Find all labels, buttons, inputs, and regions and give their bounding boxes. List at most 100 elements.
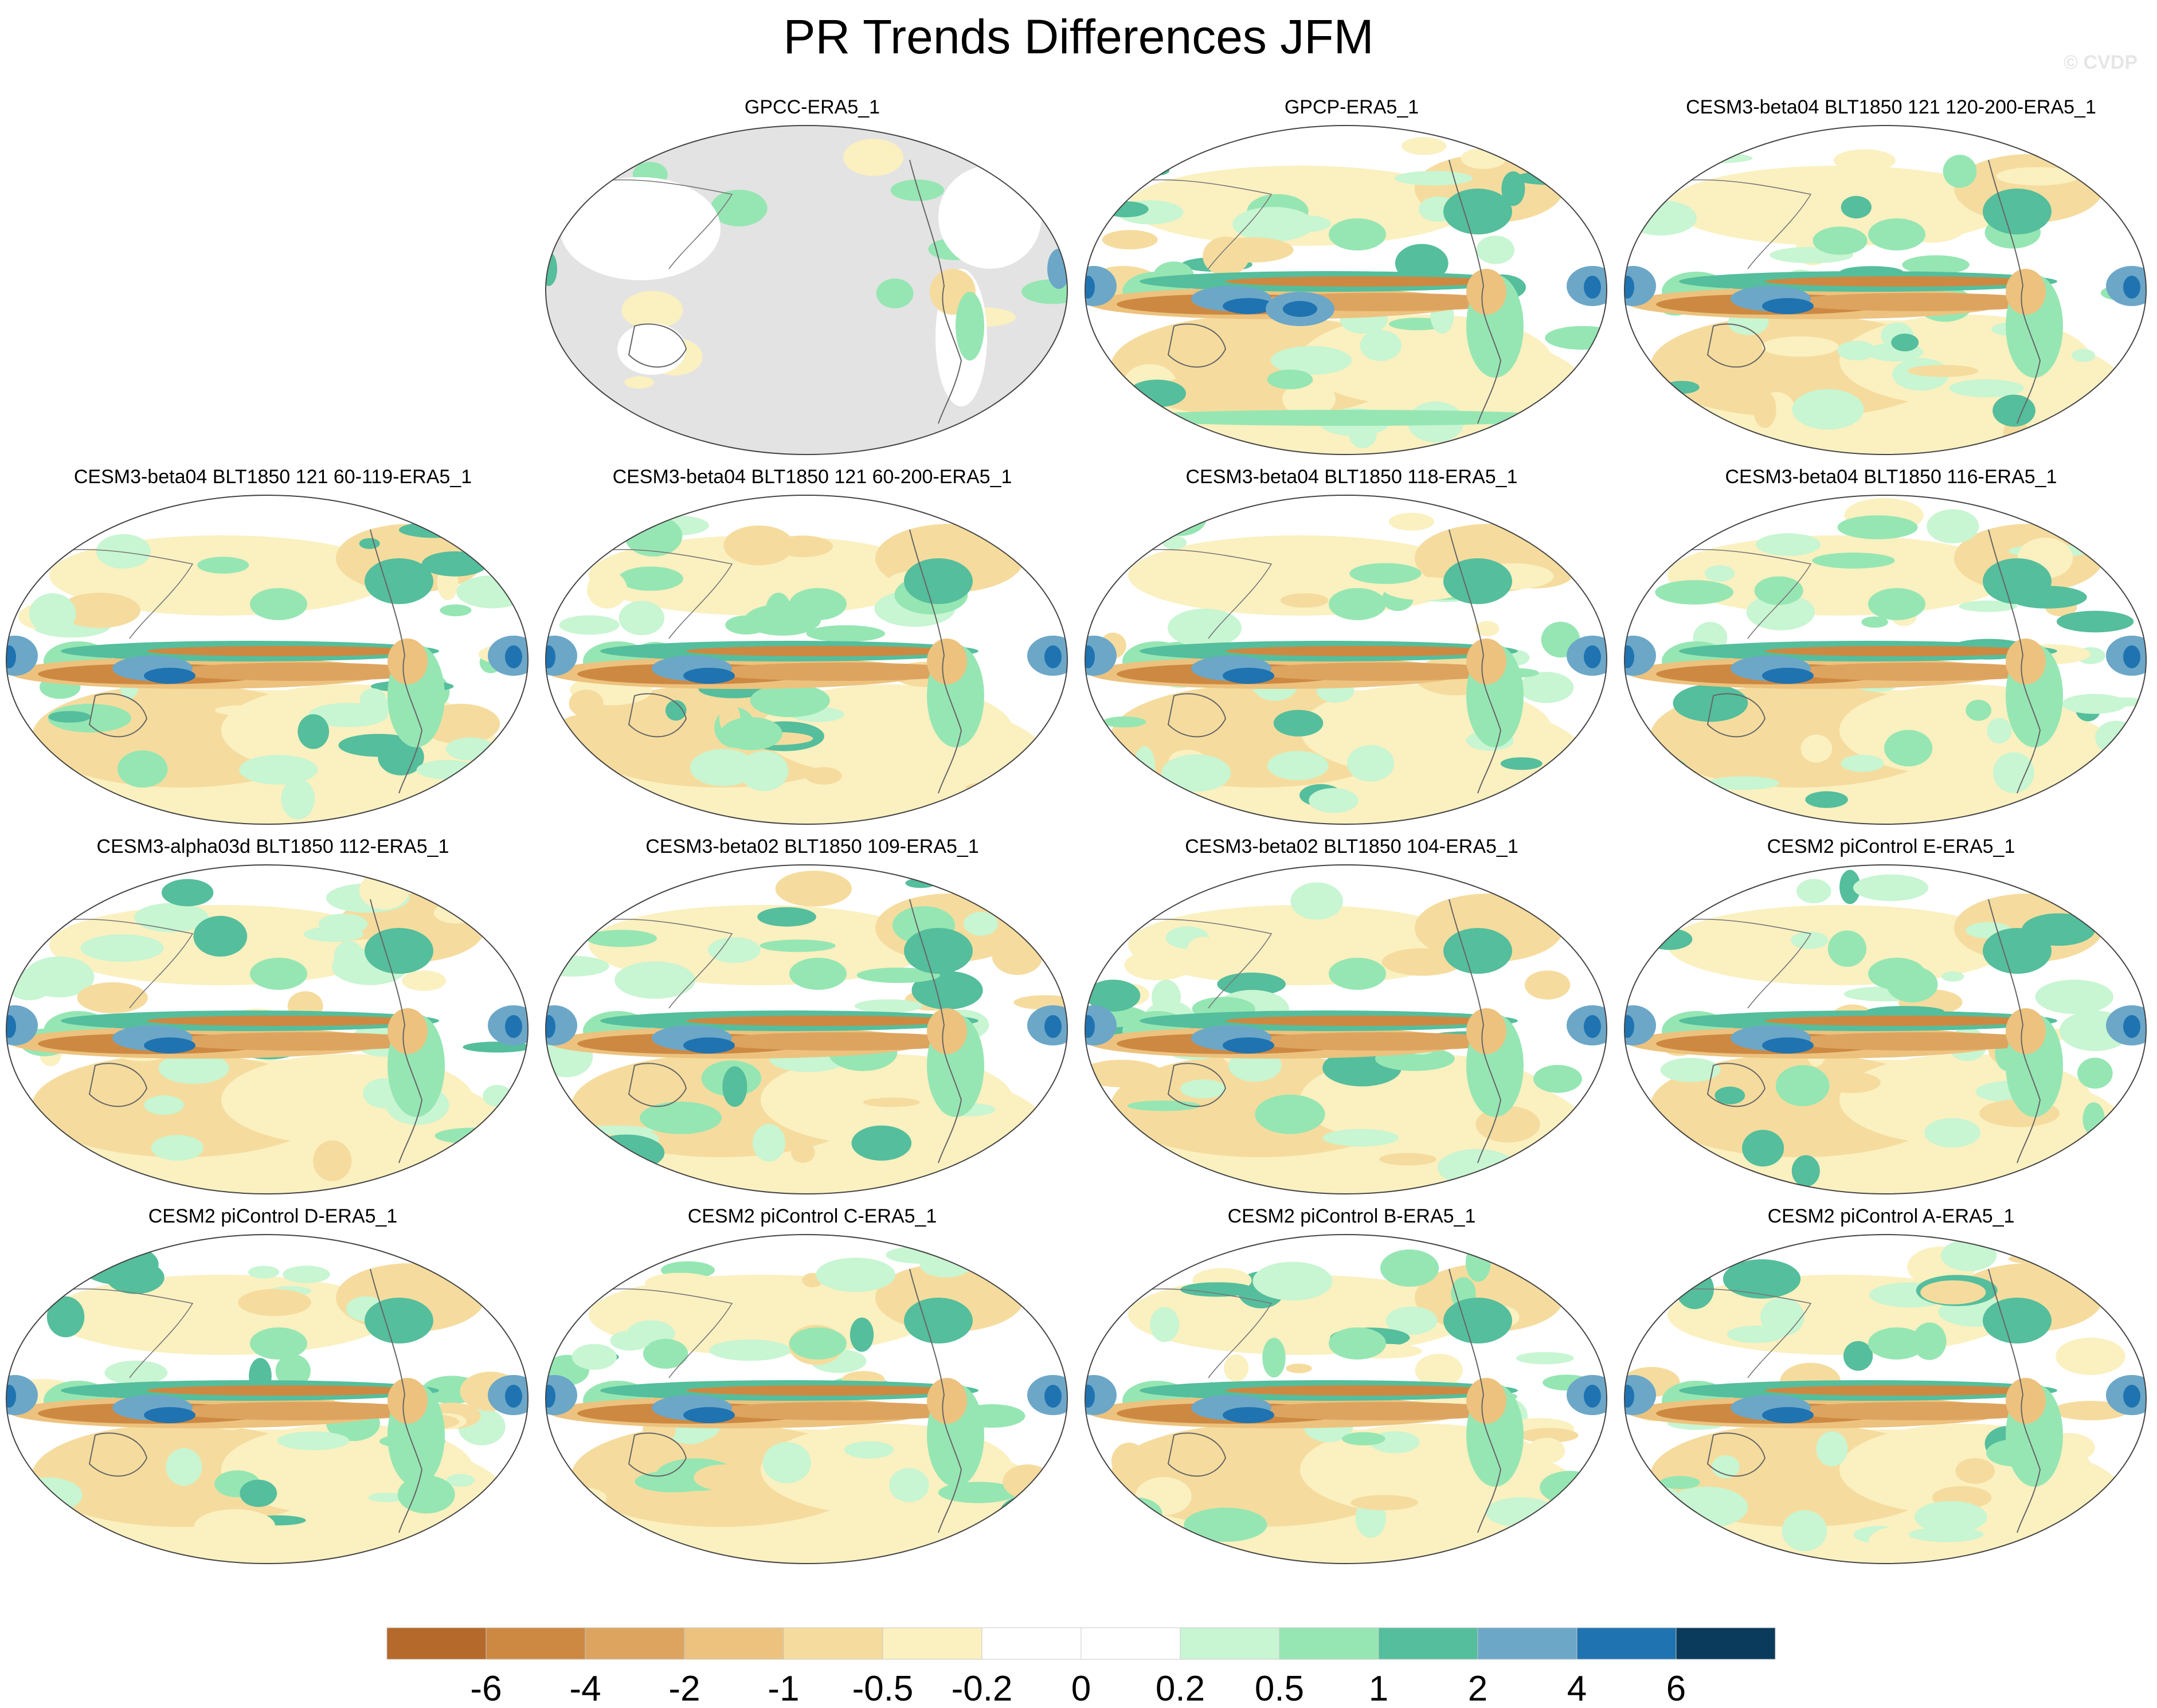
trend-patch — [618, 566, 683, 591]
atlantic-wet-patch — [1085, 1015, 1095, 1038]
trend-patch — [1019, 1272, 1067, 1299]
north-atlantic-patch — [365, 1298, 433, 1343]
north-atlantic-patch — [1443, 558, 1512, 604]
trend-patch — [1754, 576, 1803, 605]
trend-patch — [1379, 1153, 1436, 1166]
amazon-dry-patch — [2006, 1008, 2046, 1054]
colorbar-box — [1378, 1627, 1478, 1660]
equatorial-dry-band — [170, 1402, 433, 1420]
map-border — [545, 1234, 1068, 1564]
maritime-continent-wet — [1223, 1037, 1274, 1053]
maritime-continent-wet — [144, 1037, 195, 1053]
trend-patch — [962, 519, 992, 531]
trend-patch — [2091, 1162, 2117, 1173]
colorbar-tick-label: -0.2 — [952, 1669, 1013, 1708]
panel-title: CESM2 piControl C-ERA5_1 — [687, 1205, 937, 1227]
coastline — [909, 899, 962, 1164]
trend-patch — [1018, 526, 1059, 567]
trend-patch — [1290, 882, 1343, 920]
trend-patch — [1223, 1354, 1249, 1382]
amazon-dry-patch — [1466, 638, 1506, 684]
atlantic-wet-patch — [505, 1385, 522, 1408]
trend-patch — [1891, 334, 1919, 351]
north-atlantic-patch — [1443, 928, 1512, 974]
trend-patch — [1152, 980, 1181, 1016]
trend-patch — [1485, 1497, 1557, 1527]
trend-patch — [1280, 593, 1329, 608]
trend-patch — [1796, 879, 1831, 903]
trend-patch — [2094, 1128, 2132, 1147]
trend-patch — [859, 689, 892, 703]
trend-patch — [239, 755, 318, 785]
trend-patch — [194, 1509, 276, 1543]
trend-patch — [1655, 580, 1734, 605]
trend-patch — [1571, 1123, 1600, 1147]
maritime-continent-wet — [144, 1407, 195, 1423]
trend-patch — [1267, 751, 1329, 781]
map-panel: CESM3-beta04 BLT1850 116-ERA5_1 — [1622, 464, 2157, 831]
trend-patch — [338, 734, 419, 757]
coastline — [628, 323, 687, 368]
maritime-continent-wet — [1223, 1407, 1274, 1423]
trend-patch — [275, 1354, 311, 1388]
trend-patch — [851, 1125, 912, 1161]
atlantic-wet-patch — [2123, 645, 2140, 668]
panel-title: CESM3-beta04 BLT1850 118-ERA5_1 — [1185, 466, 1518, 488]
coastline — [909, 159, 962, 424]
trend-patch — [1761, 336, 1839, 357]
trend-patch — [775, 871, 852, 907]
equatorial-dry-band — [1248, 1402, 1512, 1420]
atlantic-wet-patch — [1044, 1385, 1062, 1408]
trend-patch — [1000, 1494, 1067, 1530]
north-pacific-patch — [789, 958, 847, 990]
trend-patch — [1747, 216, 1788, 236]
trend-patch — [1476, 236, 1515, 264]
colorbar-box — [981, 1627, 1082, 1660]
panel-title: CESM3-beta04 BLT1850 121 120-200-ERA5_1 — [1686, 96, 2096, 118]
trend-patch — [144, 1095, 184, 1115]
map-border — [1085, 495, 1607, 825]
trend-patch — [992, 936, 1043, 976]
trend-patch — [2059, 511, 2119, 524]
trend-patch — [456, 575, 528, 609]
coastline — [370, 899, 423, 1164]
trend-patch — [2053, 1401, 2129, 1421]
coastline — [88, 1432, 148, 1477]
trend-patch — [911, 971, 983, 1010]
trend-patch — [1159, 710, 1232, 742]
panel-title: CESM2 piControl E-ERA5_1 — [1767, 836, 2015, 857]
trend-patch — [1150, 1307, 1180, 1342]
equatorial-dry-band — [709, 1032, 973, 1051]
trend-patch — [440, 604, 472, 617]
trend-patch — [1647, 1258, 1675, 1290]
trend-patch — [297, 714, 330, 749]
map-field — [6, 495, 529, 825]
amazon-dry-patch — [2006, 638, 2046, 684]
trend-patch — [1528, 1437, 1565, 1464]
trend-patch — [561, 713, 627, 734]
coastline — [1449, 899, 1502, 1164]
map-border — [1085, 1234, 1607, 1564]
north-atlantic-patch — [1983, 1298, 2052, 1343]
map-panel: CESM3-beta02 BLT1850 109-ERA5_1 — [543, 834, 1082, 1201]
itcz-dry-band — [1765, 1385, 2040, 1396]
map-border — [1624, 495, 2147, 825]
trend-patch — [283, 1266, 330, 1283]
trend-patch — [1833, 149, 1896, 172]
trend-patch — [1360, 330, 1402, 361]
maritime-continent-wet — [1223, 298, 1274, 314]
trend-patch — [1924, 1118, 1980, 1148]
atlantic-wet-patch — [546, 1015, 555, 1038]
trend-patch — [1753, 390, 1776, 428]
colorbar-box — [684, 1627, 784, 1660]
trend-patch — [1135, 1477, 1192, 1515]
trend-patch — [546, 1239, 614, 1267]
trend-patch — [645, 1272, 716, 1294]
trend-patch — [96, 534, 151, 569]
trend-patch — [281, 778, 315, 820]
trend-patch — [1273, 710, 1324, 737]
coastline — [1988, 899, 2041, 1164]
north-pacific-patch — [250, 958, 307, 990]
trend-patch — [1909, 1527, 1984, 1542]
maritime-continent-wet — [1223, 668, 1274, 684]
